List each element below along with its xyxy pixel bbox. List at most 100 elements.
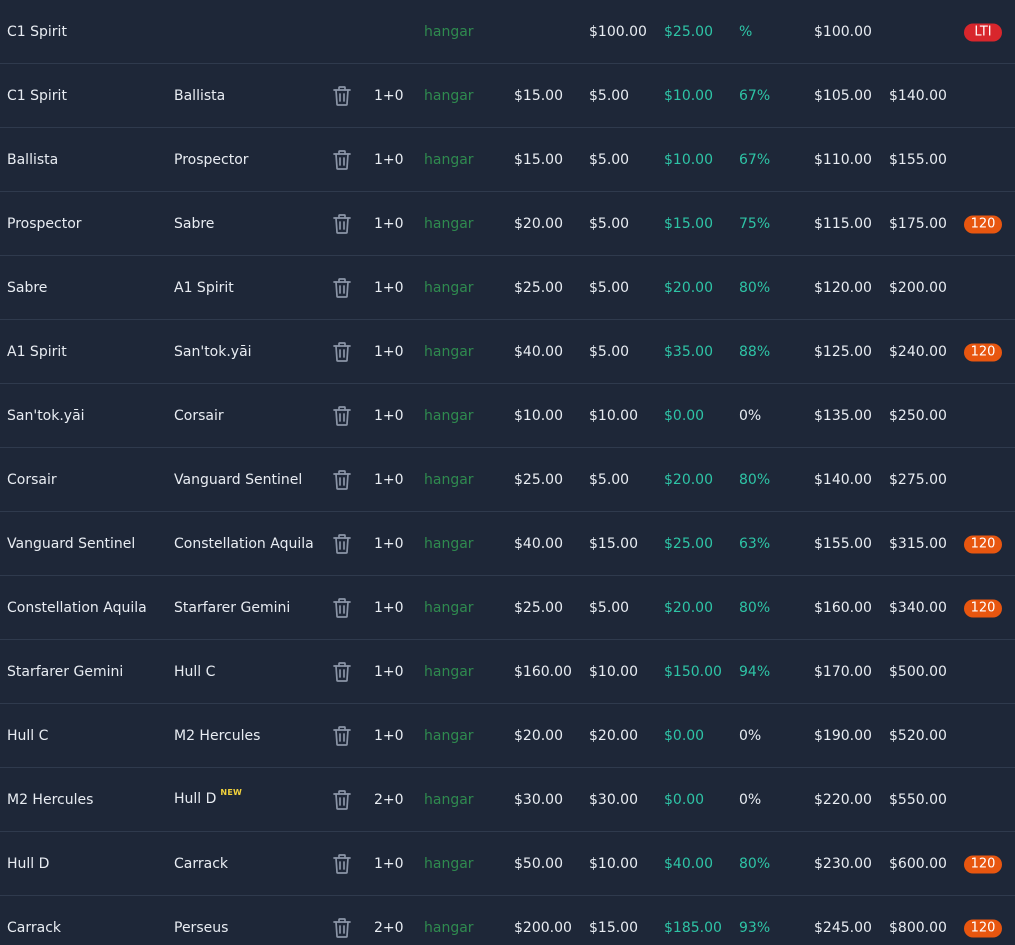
to-ship: Constellation Aquila [174,535,314,553]
from-ship: C1 Spirit [7,87,67,104]
savings: $185.00 [664,920,722,936]
table-row: San'tok.yāi Corsair 1+0 hangar $10.00 $1… [0,384,1015,448]
insurance-badge: 120 [964,855,1002,873]
base-cost: $100.00 [589,23,647,40]
location: hangar [424,535,474,552]
trash-icon [333,789,351,810]
delete-button[interactable] [330,788,354,812]
running-total: $140.00 [814,471,872,488]
running-total: $115.00 [814,215,872,232]
delete-button[interactable] [330,84,354,108]
quantity: 1+0 [374,279,404,296]
delete-button[interactable] [330,852,354,876]
upgrade-cost: $10.00 [514,407,563,424]
to-ship: M2 Hercules [174,727,260,745]
savings-percent: 67% [739,87,771,104]
from-ship: Starfarer Gemini [7,663,124,680]
to-ship-label: Hull D [174,790,217,807]
ship-value: $240.00 [889,343,947,360]
insurance-badge: 120 [964,535,1002,553]
new-tag: NEW [220,787,243,797]
location: hangar [424,407,474,424]
location: hangar [424,23,474,40]
ship-value: $275.00 [889,471,947,488]
ship-value: $550.00 [889,791,947,808]
to-ship-label: San'tok.yāi [174,343,252,360]
from-ship: Ballista [7,151,59,168]
table-row: C1 Spirit hangar $100.00 $25.00 % $100.0… [0,0,1015,64]
ship-value: $500.00 [889,663,947,680]
to-ship: Corsair [174,407,224,425]
ship-value: $175.00 [889,215,947,232]
base-cost: $15.00 [589,535,638,552]
insurance-badge-cell: 120 [964,854,1002,873]
savings: $35.00 [664,343,713,360]
running-total: $125.00 [814,343,872,360]
savings-percent: 80% [739,599,771,616]
location: hangar [424,663,474,680]
delete-button[interactable] [330,276,354,300]
from-ship: Hull C [7,727,49,744]
quantity: 1+0 [374,855,404,872]
trash-icon [333,341,351,362]
location: hangar [424,791,474,808]
to-ship-label: Starfarer Gemini [174,599,291,616]
from-ship: A1 Spirit [7,343,67,360]
from-ship: C1 Spirit [7,23,67,40]
delete-button[interactable] [330,916,354,940]
to-ship: Carrack [174,855,228,873]
to-ship: A1 Spirit [174,279,234,297]
trash-icon [333,405,351,426]
delete-button[interactable] [330,404,354,428]
quantity: 2+0 [374,791,404,808]
trash-icon [333,918,351,938]
savings-percent: 80% [739,855,771,872]
savings: $0.00 [664,727,705,744]
from-ship: M2 Hercules [7,791,94,808]
delete-button[interactable] [330,724,354,748]
upgrade-cost: $40.00 [514,343,563,360]
to-ship: Sabre [174,215,214,233]
insurance-badge-cell: 120 [964,342,1002,361]
to-ship-label: A1 Spirit [174,279,234,296]
from-ship: Corsair [7,471,57,488]
insurance-badge-cell: 120 [964,598,1002,617]
delete-button[interactable] [330,596,354,620]
trash-icon [333,85,351,106]
insurance-badge-cell: 120 [964,534,1002,553]
trash-icon [333,149,351,170]
running-total: $120.00 [814,279,872,296]
location: hangar [424,151,474,168]
running-total: $155.00 [814,535,872,552]
ship-value: $315.00 [889,535,947,552]
to-ship-label: Carrack [174,855,229,872]
quantity: 1+0 [374,471,404,488]
trash-icon [333,597,351,618]
savings: $0.00 [664,407,705,424]
delete-button[interactable] [330,148,354,172]
to-ship: San'tok.yāi [174,343,252,361]
savings-percent: 75% [739,215,771,232]
to-ship: Hull C [174,663,215,681]
delete-button[interactable] [330,340,354,364]
insurance-badge: 120 [964,343,1002,361]
table-row: Sabre A1 Spirit 1+0 hangar $25.00 $5.00 … [0,256,1015,320]
delete-button[interactable] [330,468,354,492]
running-total: $170.00 [814,663,872,680]
ship-value: $250.00 [889,407,947,424]
savings-percent: 0% [739,791,762,808]
delete-button[interactable] [330,660,354,684]
delete-button[interactable] [330,212,354,236]
from-ship: Sabre [7,279,48,296]
to-ship-label: Perseus [174,920,229,936]
savings-percent: 94% [739,663,771,680]
running-total: $220.00 [814,791,872,808]
delete-button[interactable] [330,532,354,556]
savings: $20.00 [664,471,713,488]
base-cost: $5.00 [589,599,630,616]
savings-percent: 63% [739,535,771,552]
ship-value: $140.00 [889,87,947,104]
savings-percent: 0% [739,407,762,424]
to-ship-label: Corsair [174,407,224,424]
location: hangar [424,343,474,360]
